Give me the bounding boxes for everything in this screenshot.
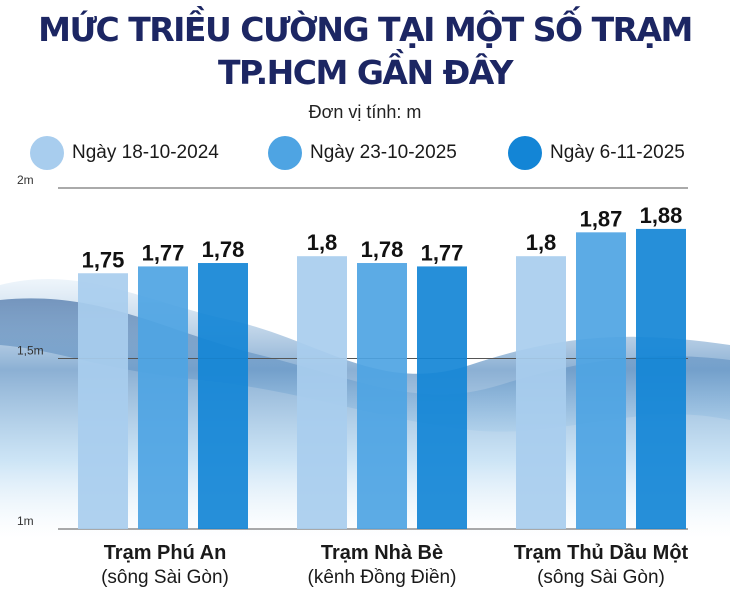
bar-2-2 xyxy=(357,263,407,529)
category-sub-2: (kênh Đồng Điền) xyxy=(307,567,457,588)
data-label-3-3: 1,88 xyxy=(640,203,683,228)
bar-3-2 xyxy=(576,232,626,529)
category-sub-1: (sông Sài Gòn) xyxy=(101,567,229,588)
bar-1-1 xyxy=(78,273,128,529)
legend-item-2: Ngày 23-10-2025 xyxy=(268,135,457,171)
y-tick-label-1: 2m xyxy=(17,173,34,187)
category-name-2: Trạm Nhà Bè xyxy=(320,542,444,564)
category-sub-3: (sông Sài Gòn) xyxy=(537,567,665,588)
bar-2-1 xyxy=(297,256,347,529)
y-tick-label-3: 1m xyxy=(17,514,34,528)
unit-label: Đơn vị tính: m xyxy=(308,102,422,122)
chart-title: MỨC TRIỀU CƯỜNG TẠI MỘT SỐ TRẠM TP.HCM G… xyxy=(0,8,730,94)
category-name-3: Trạm Thủ Dầu Một xyxy=(513,542,689,564)
data-label-2-2: 1,78 xyxy=(361,237,404,262)
legend-swatch-3 xyxy=(508,136,542,170)
bar-3-1 xyxy=(516,256,566,529)
category-label-3: Trạm Thủ Dầu Một (sông Sài Gòn) xyxy=(481,540,721,590)
title-line-1: MỨC TRIỀU CƯỜNG TẠI MỘT SỐ TRẠM xyxy=(38,10,693,49)
data-label-1-1: 1,75 xyxy=(82,247,125,272)
bars xyxy=(78,228,686,530)
legend-swatch-1 xyxy=(30,136,64,170)
legend-item-1: Ngày 18-10-2024 xyxy=(30,135,219,171)
category-label-2: Trạm Nhà Bè (kênh Đồng Điền) xyxy=(262,540,502,590)
legend-swatch-2 xyxy=(268,136,302,170)
legend-label-3: Ngày 6-11-2025 xyxy=(550,142,685,163)
legend: Ngày 18-10-2024 Ngày 23-10-2025 Ngày 6-1… xyxy=(0,135,730,171)
legend-label-1: Ngày 18-10-2024 xyxy=(72,142,219,163)
data-label-1-2: 1,77 xyxy=(142,240,185,265)
bar-2-3 xyxy=(417,266,467,529)
bar-3-3 xyxy=(636,228,686,530)
data-label-2-1: 1,8 xyxy=(307,230,338,255)
data-label-3-1: 1,8 xyxy=(526,230,557,255)
data-label-1-3: 1,78 xyxy=(202,237,245,262)
category-label-1: Trạm Phú An (sông Sài Gòn) xyxy=(45,540,285,590)
data-label-2-3: 1,77 xyxy=(421,240,464,265)
bar-1-2 xyxy=(138,266,188,529)
category-name-1: Trạm Phú An xyxy=(103,542,227,564)
data-label-3-2: 1,87 xyxy=(580,206,623,231)
legend-label-2: Ngày 23-10-2025 xyxy=(310,142,457,163)
title-line-2: TP.HCM GẦN ĐÂY xyxy=(218,53,514,92)
y-tick-label-2: 1,5m xyxy=(17,344,44,358)
legend-item-3: Ngày 6-11-2025 xyxy=(508,135,685,171)
data-labels: 1,75 1,77 1,78 1,8 1,78 1,77 1,8 1,87 1,88 xyxy=(82,203,683,272)
bar-1-3 xyxy=(198,263,248,529)
